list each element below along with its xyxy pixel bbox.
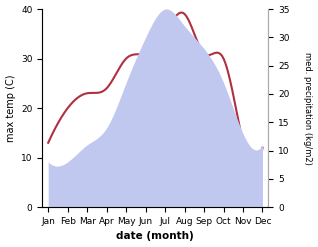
Y-axis label: med. precipitation (kg/m2): med. precipitation (kg/m2): [303, 52, 313, 165]
X-axis label: date (month): date (month): [116, 231, 194, 242]
Y-axis label: max temp (C): max temp (C): [5, 74, 16, 142]
